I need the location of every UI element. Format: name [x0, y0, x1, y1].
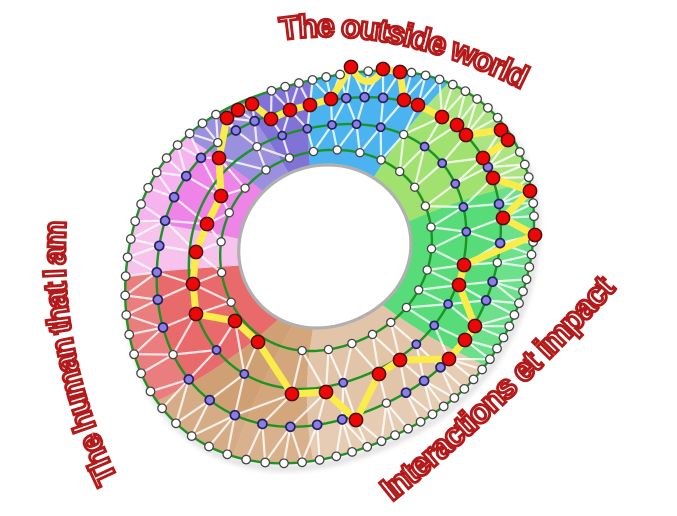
svg-text:The human that I am: The human that I am: [36, 221, 124, 491]
